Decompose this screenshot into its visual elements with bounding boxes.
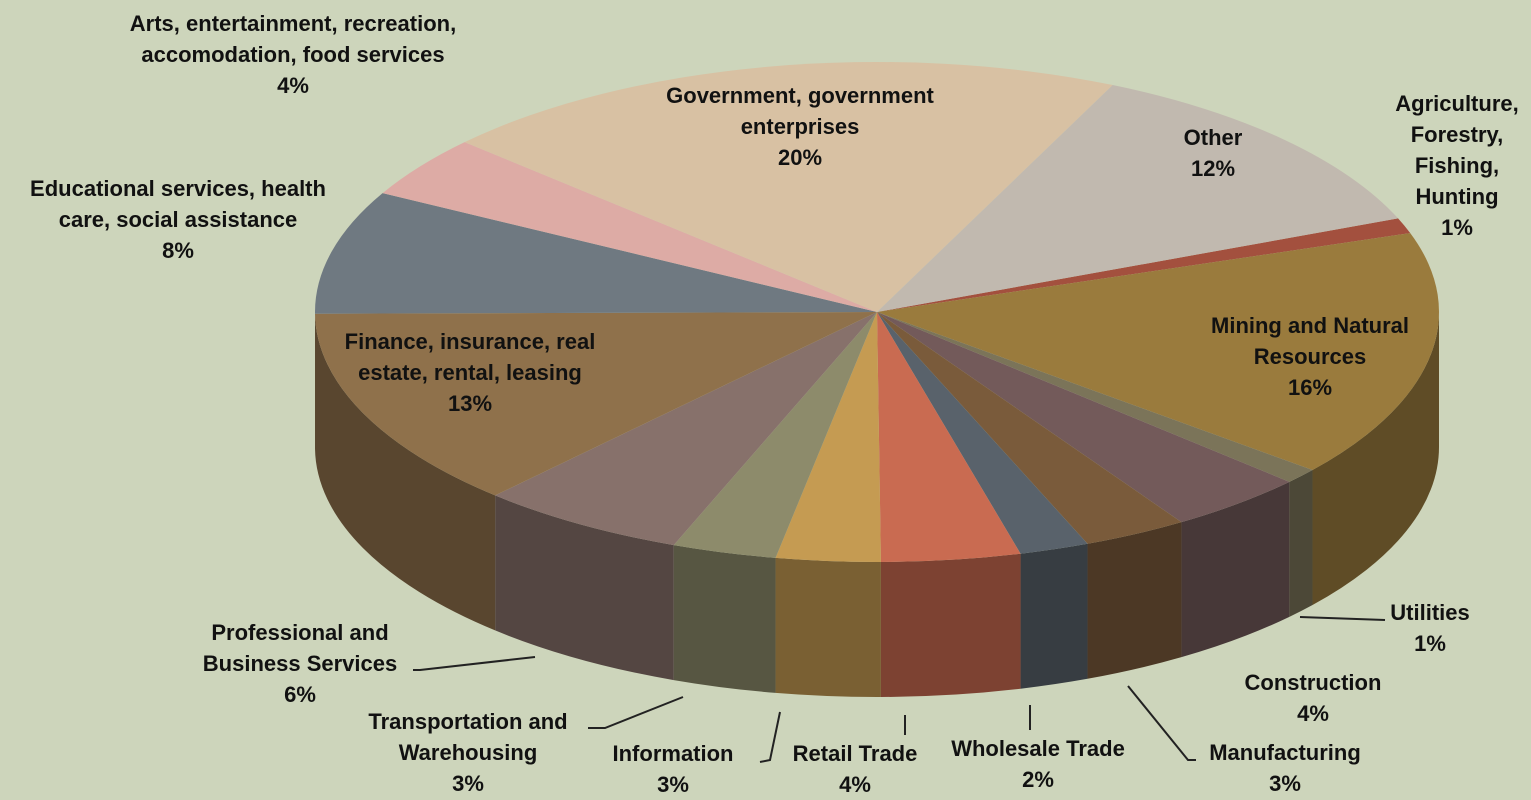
slice-side [674,545,776,693]
slice-side [1088,522,1182,679]
value-label: 4% [1213,698,1413,729]
category-label: Information [593,738,753,769]
slice-side [1021,544,1088,689]
category-label: Construction [1213,667,1413,698]
value-label: 12% [1138,153,1288,184]
category-label: Retail Trade [775,738,935,769]
value-label: 1% [1382,212,1531,243]
value-label: 13% [315,388,625,419]
value-label: 20% [630,142,970,173]
slice-side [881,554,1021,697]
leader-line [588,697,683,728]
category-label: Utilities [1370,597,1490,628]
slice-side [776,558,881,697]
slice-label: Educational services, health care, socia… [3,173,353,266]
value-label: 3% [1185,768,1385,799]
value-label: 3% [593,769,753,800]
category-label: Government, government enterprises [630,80,970,142]
category-label: Mining and Natural Resources [1175,310,1445,372]
category-label: Agriculture, Forestry, Fishing, Hunting [1382,88,1531,212]
value-label: 8% [3,235,353,266]
value-label: 16% [1175,372,1445,403]
value-label: 1% [1370,628,1490,659]
category-label: Manufacturing [1185,737,1385,768]
category-label: Wholesale Trade [928,733,1148,764]
category-label: Educational services, health care, socia… [3,173,353,235]
value-label: 4% [123,70,463,101]
value-label: 4% [775,769,935,800]
slice-label: Finance, insurance, real estate, rental,… [315,326,625,419]
value-label: 2% [928,764,1148,795]
category-label: Professional and Business Services [180,617,420,679]
slice-side [1289,470,1312,617]
category-label: Finance, insurance, real estate, rental,… [315,326,625,388]
slice-label: Arts, entertainment, recreation, accomod… [123,8,463,101]
value-label: 6% [180,679,420,710]
category-label: Transportation and Warehousing [338,706,598,768]
value-label: 3% [338,768,598,799]
category-label: Arts, entertainment, recreation, accomod… [123,8,463,70]
leader-line [413,657,535,670]
category-label: Other [1138,122,1288,153]
